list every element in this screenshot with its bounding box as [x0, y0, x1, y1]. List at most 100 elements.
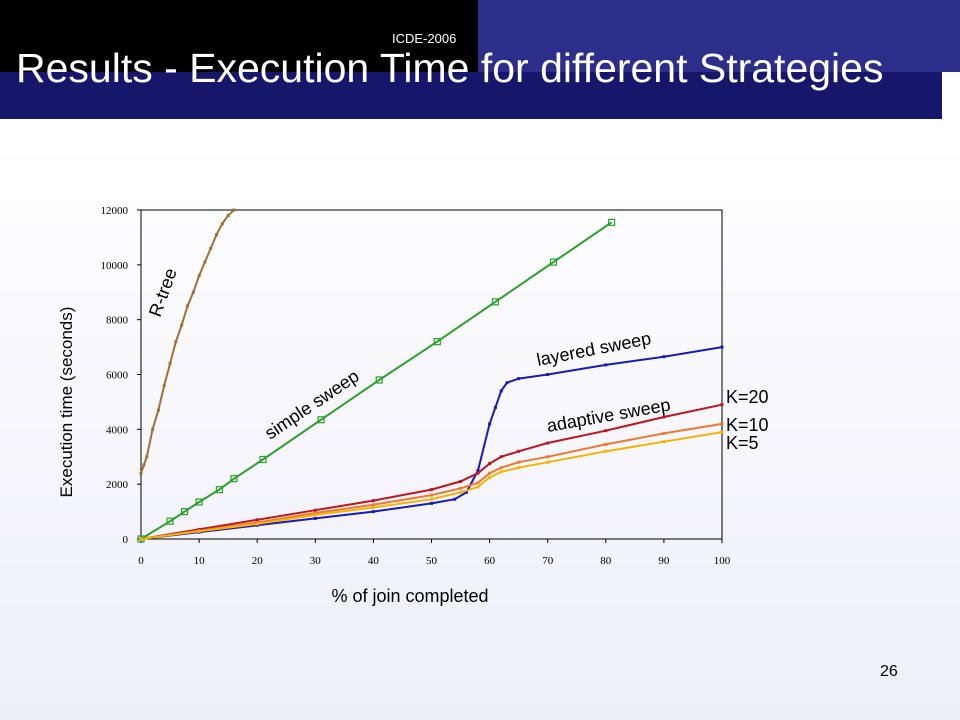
data-point-layered-sweep	[371, 510, 375, 514]
data-point-k-10	[662, 431, 666, 435]
data-point-k-5	[430, 497, 433, 501]
data-point-k-20	[546, 441, 550, 445]
data-point-simple-sweep	[491, 298, 500, 306]
data-point-k-5	[139, 537, 143, 541]
data-point-k-5	[720, 430, 724, 434]
data-point-layered-sweep	[453, 497, 457, 501]
annotation-r-tree: R-tree	[145, 266, 181, 320]
y-tick-label: 0	[123, 534, 129, 546]
header-blue-bar	[478, 0, 960, 72]
data-point-simple-sweep	[230, 475, 238, 483]
annotation-simple-sweep: simple sweep	[261, 366, 363, 444]
x-tick-label: 90	[658, 555, 670, 567]
data-point-layered-sweep	[313, 516, 317, 520]
data-point-k-10	[499, 466, 503, 470]
data-point-r-tree	[185, 304, 189, 308]
data-point-k-20	[371, 499, 375, 503]
data-point-simple-sweep	[166, 517, 174, 525]
data-point-r-tree	[162, 383, 166, 387]
data-point-simple-sweep	[375, 376, 383, 384]
data-point-k-10	[720, 422, 724, 426]
y-axis-label: Execution time (seconds)	[57, 307, 76, 498]
series-line-k-10	[140, 422, 723, 540]
data-point-k-20	[720, 403, 724, 407]
data-point-k-10	[459, 486, 463, 490]
x-tick-label: 100	[714, 555, 731, 567]
y-tick-label: 6000	[106, 370, 129, 382]
data-point-k-5	[313, 513, 317, 517]
data-point-simple-sweep	[215, 486, 224, 494]
data-point-k-10	[604, 442, 608, 446]
data-point-k-5	[488, 475, 492, 479]
y-tick-label: 12000	[101, 205, 129, 217]
data-point-layered-sweep	[499, 389, 503, 393]
data-point-simple-sweep	[180, 507, 189, 516]
x-tick-label: 0	[138, 555, 144, 567]
x-tick-label: 20	[252, 555, 264, 567]
data-point-simple-sweep	[259, 455, 267, 464]
data-point-r-tree	[191, 290, 195, 294]
data-point-layered-sweep	[546, 373, 550, 376]
data-point-k-20	[604, 429, 608, 433]
data-point-k-10	[476, 481, 480, 485]
data-point-k-5	[197, 529, 201, 533]
title-band	[0, 72, 942, 119]
data-point-layered-sweep	[488, 422, 492, 426]
data-point-k-20	[255, 518, 259, 522]
data-point-simple-sweep	[608, 218, 616, 226]
data-point-k-5	[371, 505, 375, 509]
data-point-k-20	[430, 488, 433, 492]
data-point-r-tree	[220, 222, 224, 226]
data-point-layered-sweep	[517, 377, 521, 381]
data-point-layered-sweep	[720, 345, 724, 349]
series-line-simple-sweep	[140, 221, 613, 540]
data-point-r-tree	[209, 246, 213, 250]
data-point-k-20	[662, 415, 666, 419]
annotation-k5: K=5	[726, 433, 759, 453]
data-point-k-10	[371, 503, 375, 507]
header-black-bar	[0, 0, 478, 72]
x-tick-label: 10	[194, 555, 206, 567]
data-point-k-10	[430, 493, 433, 497]
data-point-k-20	[517, 449, 521, 453]
data-point-simple-sweep	[195, 498, 203, 506]
annotation-layered-sweep: layered sweep	[535, 328, 653, 370]
data-point-k-20	[499, 455, 503, 459]
series-line-k-5	[140, 431, 723, 540]
data-point-k-5	[255, 522, 259, 526]
data-point-simple-sweep	[433, 338, 441, 346]
x-tick-label: 80	[600, 555, 612, 567]
data-point-k-20	[476, 471, 480, 475]
series-line-r-tree	[140, 209, 235, 474]
slide-title: Results - Execution Time for different S…	[16, 50, 884, 91]
x-tick-label: 50	[426, 555, 438, 567]
x-tick-label: 40	[368, 555, 380, 567]
data-point-r-tree	[139, 471, 143, 475]
data-point-r-tree	[151, 427, 155, 431]
conference-label: ICDE-2006	[392, 31, 457, 46]
page-number: 26	[880, 663, 898, 680]
y-tick-label: 2000	[106, 479, 129, 491]
data-point-r-tree	[156, 408, 160, 412]
y-tick-label: 4000	[106, 424, 129, 436]
annotation-k10: K=10	[726, 415, 769, 435]
data-point-r-tree	[174, 340, 178, 344]
data-point-r-tree	[215, 233, 219, 237]
data-point-layered-sweep	[505, 381, 509, 385]
data-point-r-tree	[197, 274, 201, 278]
data-point-simple-sweep	[549, 258, 558, 266]
annotation-k20: K=20	[726, 387, 769, 407]
y-tick-label: 10000	[101, 260, 129, 272]
x-tick-label: 60	[484, 555, 496, 567]
data-point-layered-sweep	[430, 501, 433, 505]
data-point-k-5	[517, 466, 521, 470]
data-point-k-5	[546, 460, 550, 464]
data-point-k-20	[313, 508, 317, 512]
data-point-layered-sweep	[493, 405, 497, 409]
data-point-r-tree	[180, 323, 184, 327]
data-point-k-10	[488, 471, 492, 475]
data-point-k-20	[488, 462, 492, 466]
data-point-r-tree	[145, 455, 149, 459]
data-point-simple-sweep	[317, 416, 325, 424]
